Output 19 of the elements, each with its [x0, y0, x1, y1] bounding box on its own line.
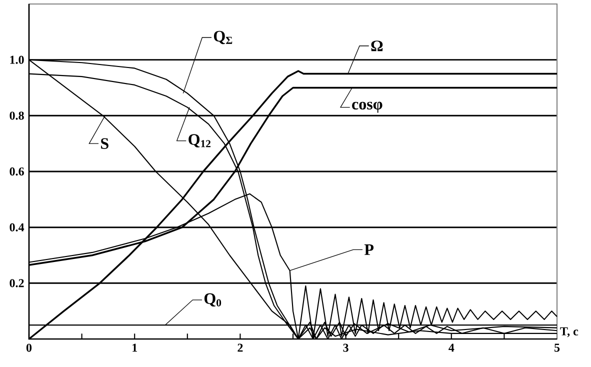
annotation: Ω — [371, 40, 383, 52]
x-tick-label: 3 — [343, 344, 348, 352]
x-tick-label: 2 — [238, 344, 243, 352]
x-tick-label: 4 — [448, 344, 454, 352]
annotation: Q$_{0}$ — [204, 293, 222, 307]
x-tick-label: 1 — [132, 344, 137, 352]
annotation: S — [101, 138, 108, 149]
annotation: P — [364, 244, 374, 255]
y-tick-label: 1.0 — [10, 56, 24, 64]
annotation: Q$_{12}$ — [188, 134, 210, 148]
y-tick-label: 0.2 — [10, 279, 24, 288]
annotation: cosφ — [352, 102, 382, 113]
x-tick-label: 5 — [554, 344, 560, 352]
annotation: Q$_{Σ}$ — [214, 30, 232, 44]
y-tick-label: 0.6 — [10, 167, 24, 176]
y-tick-label: 0.4 — [10, 223, 24, 232]
x-axis-title: T, c — [560, 327, 578, 338]
x-tick-label: 0 — [26, 344, 32, 352]
y-tick-label: 0.8 — [10, 112, 24, 120]
